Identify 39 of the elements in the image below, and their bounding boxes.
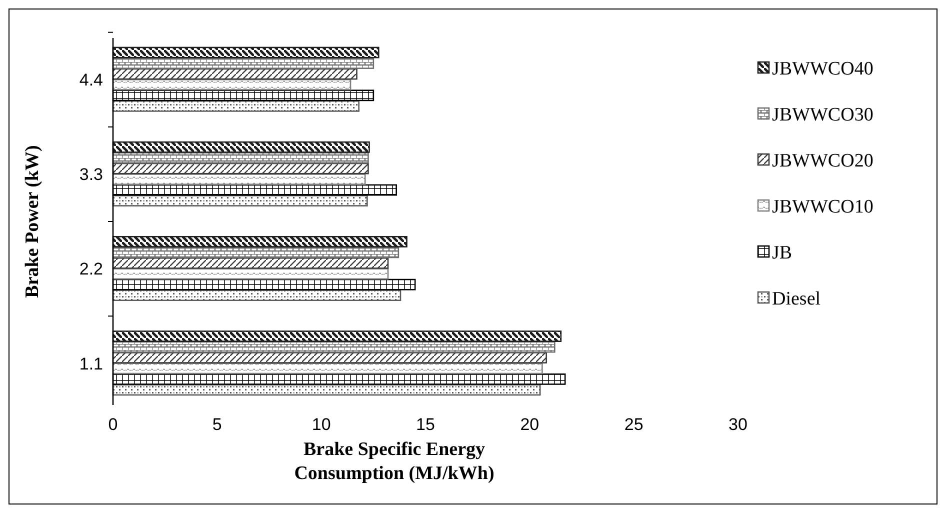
y-tick-label: 4.4	[79, 70, 103, 90]
bar	[112, 100, 360, 112]
bar	[112, 78, 352, 90]
x-tick-label: 15	[416, 415, 435, 434]
y-axis-title: Brake Power (kW)	[22, 145, 43, 298]
x-tick-label: 20	[520, 415, 540, 434]
bar	[112, 341, 556, 353]
bar	[112, 58, 374, 69]
y-tick-label: 1.1	[79, 354, 103, 374]
x-axis-title: Brake Specific Energy Consumption (MJ/kWh)	[294, 439, 494, 484]
bar	[112, 384, 541, 396]
bar	[112, 174, 366, 185]
bar	[112, 46, 380, 58]
bar	[112, 290, 402, 302]
legend-label: JBWWCO20	[772, 150, 874, 172]
legend-label: JBWWCO40	[772, 58, 874, 80]
y-tick-label: 3.3	[79, 165, 103, 184]
bar	[112, 257, 389, 269]
x-tick-label: 5	[212, 415, 222, 434]
legend-label: JB	[772, 242, 792, 264]
x-tick-label: 10	[312, 415, 331, 434]
legend-label: JBWWCO10	[772, 196, 874, 218]
bar	[112, 141, 370, 153]
bar	[112, 330, 562, 342]
legend-label: Diesel	[772, 288, 821, 310]
x-tick-label: 30	[728, 415, 748, 434]
legend-label: JBWWCO30	[772, 104, 874, 126]
bar	[112, 162, 369, 174]
bar	[112, 362, 543, 374]
bar	[112, 194, 368, 206]
bar	[112, 236, 408, 248]
bar	[112, 352, 547, 364]
bar	[112, 68, 358, 80]
bar	[112, 152, 369, 164]
bar	[112, 268, 389, 280]
x-tick-label: 25	[624, 415, 644, 434]
y-tick-label: 2.2	[79, 260, 103, 279]
x-tick-label: 0	[108, 415, 118, 434]
bar	[112, 246, 400, 258]
